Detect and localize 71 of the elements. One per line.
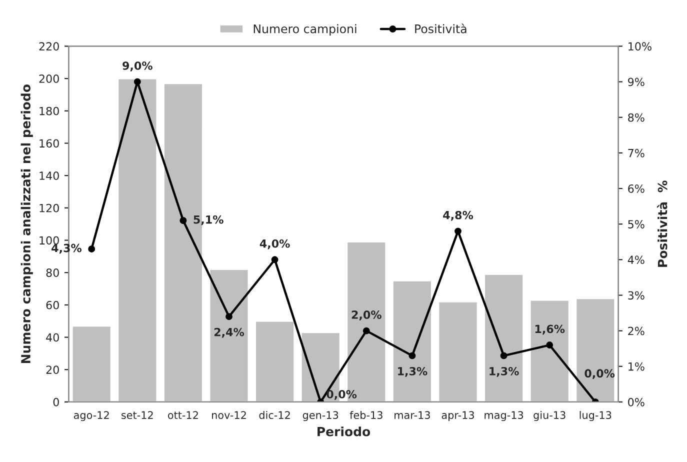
data-label: 4,0%: [260, 239, 290, 250]
point: [500, 352, 508, 360]
y-tick-label: 220: [39, 42, 59, 51]
point: [454, 228, 462, 235]
y-tick-label: 200: [39, 74, 59, 83]
data-label: 2,0%: [352, 310, 382, 320]
y-tick-label: 100: [40, 236, 59, 245]
bar: [117, 78, 158, 402]
y-tick-label: 140: [40, 172, 59, 180]
x-tick-label: nov-12: [212, 411, 246, 420]
y-tick-label: 80: [46, 268, 59, 277]
x-tick-label: ago-12: [74, 411, 109, 422]
data-label: 1,3%: [490, 367, 519, 377]
y2-tick-label: 0%: [628, 398, 644, 406]
bar: [208, 268, 250, 402]
y2-tick-label: 6%: [628, 184, 644, 193]
y2-tick-label: 9%: [628, 78, 644, 86]
point: [271, 256, 278, 264]
data-label: 1,6%: [535, 324, 565, 335]
x-tick-label: set-12: [122, 411, 153, 420]
data-label: 0,0%: [326, 390, 357, 400]
y2-tick-label: 4%: [628, 256, 644, 264]
y2-tick-label: 1%: [628, 362, 644, 371]
bar: [529, 299, 570, 402]
x-tick-label: mag-13: [484, 411, 524, 422]
data-label: 0,0%: [584, 369, 615, 379]
y-tick-label: 0: [53, 398, 59, 406]
bar: [392, 280, 432, 402]
data-label: 5,1%: [194, 215, 224, 226]
point: [362, 327, 370, 334]
data-label: 2,4%: [214, 328, 244, 338]
y2-tick-label: 10%: [628, 42, 652, 51]
legend-label: Numero campioni: [254, 24, 356, 36]
data-label: 1,3%: [398, 367, 428, 377]
x-tick-label: mar-13: [394, 411, 430, 420]
x-tick-label: feb-13: [350, 410, 382, 420]
y2-axis-title: Positività %: [657, 180, 668, 267]
y2-tick-label: 2%: [628, 326, 644, 336]
y2-tick-label: 3%: [628, 291, 644, 300]
point: [180, 217, 187, 224]
y2-tick-label: 7%: [628, 148, 644, 158]
y2-tick-label: 8%: [628, 113, 644, 122]
point: [88, 246, 96, 252]
point: [134, 78, 141, 86]
point: [546, 342, 554, 348]
y-tick-label: 40: [46, 333, 59, 342]
bar: [484, 274, 524, 402]
x-tick-label: ott-12: [168, 411, 198, 420]
data-label: 4,3%: [52, 244, 82, 254]
y-tick-label: 180: [40, 106, 59, 116]
y-tick-label: 160: [40, 139, 59, 148]
x-tick-label: lug-13: [580, 410, 612, 422]
x-tick-label: gen-13: [302, 411, 338, 422]
x-tick-label: giu-13: [534, 410, 566, 422]
y-tick-label: 20: [46, 366, 59, 374]
legend-label: Positività: [415, 24, 466, 34]
x-axis-title: Periodo: [318, 426, 370, 436]
point: [226, 313, 232, 320]
y2-tick-label: 5%: [628, 220, 644, 228]
y-tick-label: 120: [40, 204, 59, 212]
bar: [71, 325, 112, 402]
y-axis-title: Numero campioni analizzati nel periodo: [20, 84, 33, 363]
data-label: 9,0%: [122, 61, 152, 72]
bar: [438, 300, 478, 402]
bar: [254, 320, 295, 402]
x-tick-label: dic-12: [259, 410, 290, 420]
data-label: 4,8%: [443, 210, 474, 221]
point: [408, 352, 416, 360]
y-tick-label: 60: [46, 300, 59, 310]
bar: [575, 298, 616, 402]
x-tick-label: apr-13: [442, 411, 474, 422]
